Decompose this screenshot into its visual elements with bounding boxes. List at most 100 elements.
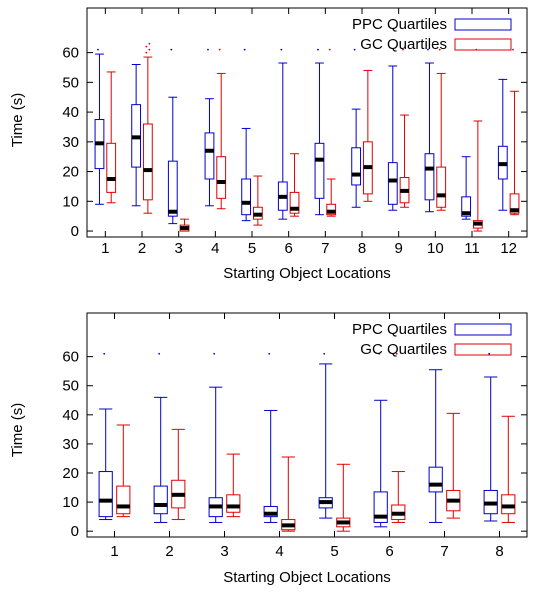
legend-label: PPC Quartiles (352, 16, 447, 33)
outlier-point (145, 45, 148, 48)
x-tick-label: 9 (394, 240, 402, 257)
quartile-box (241, 178, 252, 216)
quartile-box (428, 466, 443, 493)
quartile-box (142, 123, 153, 201)
ppc-box-3 (167, 96, 178, 225)
outlier-point (268, 352, 271, 355)
y-tick-label: 0 (71, 223, 79, 240)
y-tick-label: 60 (62, 45, 79, 62)
ppc-box-4 (204, 98, 215, 207)
outlier-point (488, 352, 491, 355)
quartile-box (461, 196, 472, 217)
legend-swatch (454, 38, 512, 51)
x-tick-label: 2 (165, 543, 173, 560)
y-axis-label: Time (s) (9, 403, 26, 457)
gc-box-3 (179, 218, 190, 232)
y-tick-label: 10 (62, 494, 79, 511)
legend-label: GC Quartiles (360, 341, 447, 358)
y-tick-label: 50 (62, 378, 79, 395)
y-tick-label: 40 (62, 104, 79, 121)
y-tick-label: 30 (62, 436, 79, 453)
quartile-box (326, 203, 337, 216)
outlier-point (402, 48, 404, 51)
y-axis-label: Time (s) (9, 93, 26, 147)
legend-label: PPC Quartiles (352, 321, 447, 338)
legend-swatch (454, 323, 512, 336)
gc-box-8 (501, 415, 516, 523)
gc-box-1 (106, 71, 117, 204)
gc-box-3 (226, 453, 241, 518)
x-tick-label: 5 (248, 240, 256, 257)
quartile-box (314, 142, 325, 199)
chart-panel-2: 0 10 20 30 40 50 60 1 2 3 4 5 6 7 8 Starting Object Loc… (9, 312, 528, 586)
ppc-box-2 (131, 64, 142, 207)
outlier-point (97, 48, 99, 51)
gc-box-1 (116, 424, 131, 518)
x-tick-label: 4 (211, 240, 219, 257)
x-tick-label: 6 (284, 240, 292, 257)
ppc-box-5 (318, 363, 333, 519)
quartile-box (387, 162, 398, 205)
gc-box-8 (362, 69, 373, 202)
outlier-point (433, 352, 436, 355)
outlier-point (243, 48, 246, 51)
quartile-box (216, 156, 227, 199)
legend: PPC Quartiles GC Quartiles (352, 321, 512, 358)
x-tick-label: 4 (275, 543, 283, 560)
ppc-box-12 (497, 78, 508, 211)
outlier-point (148, 48, 151, 51)
quartile-box (351, 147, 362, 186)
plot-frame (86, 312, 528, 538)
ppc-box-8 (483, 376, 498, 522)
ppc-box-9 (387, 65, 398, 211)
quartile-box (167, 160, 178, 217)
x-tick-label: 1 (101, 240, 109, 257)
gc-box-11 (472, 120, 483, 232)
quartile-box (263, 505, 278, 518)
ppc-box-1 (94, 53, 105, 205)
quartile-box (436, 166, 447, 208)
outlier-point (317, 48, 319, 51)
quartile-box (226, 494, 241, 513)
gc-box-2 (142, 56, 153, 214)
outlier-point (103, 352, 106, 355)
quartile-box (373, 491, 388, 523)
x-tick-label: 7 (440, 543, 448, 560)
outlier-point (323, 352, 326, 355)
gc-box-9 (399, 114, 410, 208)
outlier-point (158, 352, 161, 355)
y-tick-label: 0 (71, 523, 79, 540)
ppc-box-1 (98, 408, 113, 521)
plot-frame (86, 7, 528, 238)
quartile-box (116, 485, 131, 515)
outlier-point (438, 48, 441, 51)
y-tick-label: 60 (62, 349, 79, 366)
outlier-point (170, 48, 173, 51)
gc-box-10 (436, 72, 447, 211)
quartile-box (424, 153, 435, 201)
gc-box-2 (171, 428, 186, 521)
ppc-box-11 (461, 156, 472, 220)
x-tick-label: 12 (500, 240, 517, 257)
ppc-box-7 (428, 369, 443, 523)
x-tick-label: 5 (330, 543, 338, 560)
x-tick-label: 2 (138, 240, 146, 257)
gc-box-12 (509, 90, 520, 216)
legend: PPC Quartiles GC Quartiles (352, 16, 512, 53)
x-tick-label: 11 (464, 240, 480, 257)
outlier-point (218, 48, 221, 51)
x-tick-label: 3 (174, 240, 182, 257)
outlier-point (378, 352, 381, 355)
x-tick-label: 3 (220, 543, 228, 560)
ppc-box-3 (208, 386, 223, 523)
gc-box-5 (252, 175, 263, 226)
y-tick-label: 10 (62, 193, 79, 210)
outlier-point (353, 48, 356, 51)
legend-swatch (454, 343, 512, 356)
legend-label: GC Quartiles (360, 36, 447, 53)
y-tick-label: 50 (62, 74, 79, 91)
x-tick-label: 7 (321, 240, 329, 257)
gc-box-4 (216, 72, 227, 210)
quartile-box (153, 485, 168, 515)
